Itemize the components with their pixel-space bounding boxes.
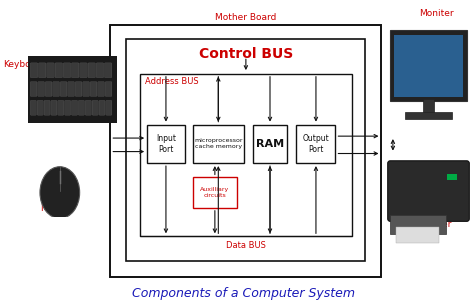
Text: Mother Board: Mother Board — [215, 13, 276, 22]
Text: Auxilliary
circuits: Auxilliary circuits — [200, 187, 229, 198]
FancyBboxPatch shape — [127, 39, 365, 261]
FancyBboxPatch shape — [296, 125, 336, 163]
Text: Output
Port: Output Port — [302, 134, 329, 154]
Text: Moniter: Moniter — [419, 9, 454, 18]
FancyBboxPatch shape — [147, 125, 185, 163]
Text: RAM: RAM — [256, 139, 284, 149]
Text: Input
Port: Input Port — [156, 134, 176, 154]
FancyBboxPatch shape — [140, 74, 352, 236]
Text: microprocessor
cache memory: microprocessor cache memory — [194, 138, 243, 149]
Text: Keyboard: Keyboard — [3, 60, 45, 69]
Text: Address BUS: Address BUS — [145, 77, 199, 86]
Text: Components of a Computer System: Components of a Computer System — [132, 287, 355, 300]
FancyBboxPatch shape — [253, 125, 287, 163]
Text: Control BUS: Control BUS — [199, 47, 293, 61]
Text: Printer: Printer — [421, 220, 452, 229]
Text: Data BUS: Data BUS — [226, 241, 266, 250]
FancyBboxPatch shape — [193, 125, 244, 163]
FancyBboxPatch shape — [193, 177, 237, 208]
FancyBboxPatch shape — [110, 25, 382, 277]
Text: Mouse: Mouse — [41, 204, 70, 213]
